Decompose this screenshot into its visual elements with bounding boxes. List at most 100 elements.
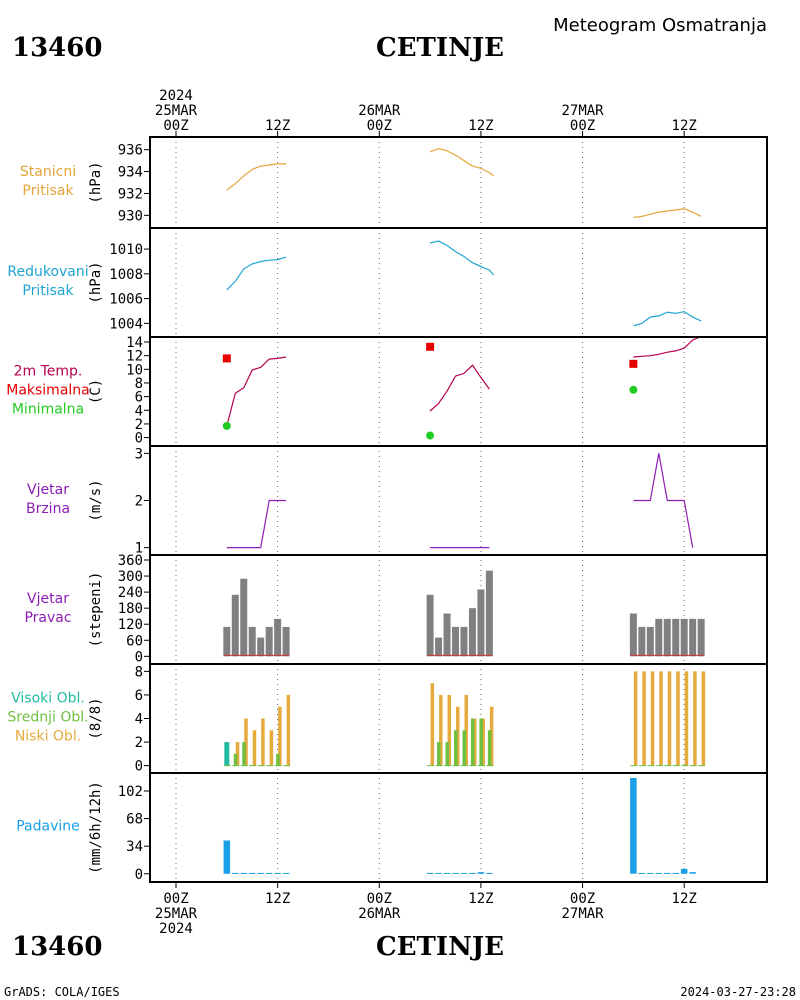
- panel-label: Minimalna: [12, 402, 84, 418]
- y-tick-label: 4: [135, 403, 143, 419]
- y-tick-label: 10: [126, 362, 143, 378]
- direction-bar: [274, 618, 282, 657]
- panel-1: 1004 1006 1008 1010 (hPa)Redukovani Pritisak: [7, 227, 768, 338]
- time-label: 12Z: [468, 118, 493, 134]
- cloud-low-bar: [464, 694, 468, 766]
- precip-bar: [232, 872, 239, 874]
- time-label: 00Z: [570, 891, 595, 907]
- panel-label: Srednji Obl.: [7, 710, 88, 726]
- cloud-mid-bar: [445, 742, 450, 766]
- y-tick-label: 180: [118, 601, 143, 617]
- time-label: 12Z: [468, 891, 493, 907]
- direction-bar: [680, 618, 688, 657]
- time-label: 00Z: [570, 118, 595, 134]
- cloud-mid-bar: [276, 753, 280, 766]
- direction-bar: [426, 594, 434, 657]
- time-label: 00Z: [163, 891, 188, 907]
- cloud-high-bar: [224, 742, 230, 766]
- series-line: [226, 163, 287, 191]
- y-tick-label: 360: [118, 553, 143, 569]
- direction-bar: [697, 618, 705, 657]
- cloud-low-bar: [701, 671, 706, 766]
- y-tick-label: 8: [135, 664, 143, 680]
- time-label: 26MAR: [358, 906, 401, 922]
- panel-frame: [149, 336, 768, 447]
- direction-bar: [689, 618, 697, 657]
- cloud-low-bar: [261, 718, 265, 766]
- cloud-low-bar: [447, 694, 452, 766]
- y-tick-label: 8: [135, 376, 143, 392]
- panel-label: Brzina: [26, 501, 70, 517]
- time-label: 12Z: [265, 891, 290, 907]
- direction-bar: [646, 626, 654, 657]
- series-line: [633, 453, 694, 548]
- y-tick-label: 0: [135, 431, 143, 447]
- y-tick-label: 34: [126, 839, 143, 855]
- footer-right: 2024-03-27-23:28: [680, 985, 796, 999]
- series-line: [429, 364, 490, 412]
- panel-label: Vjetar: [27, 591, 69, 607]
- precip-bar: [672, 872, 679, 874]
- direction-bar: [663, 618, 671, 657]
- cloud-mid-bar: [470, 718, 475, 766]
- y-tick-label: 2: [135, 735, 143, 751]
- y-tick-label: 1004: [109, 316, 143, 332]
- precip-bar: [460, 872, 468, 874]
- direction-bar: [477, 589, 485, 657]
- y-tick-label: 120: [118, 617, 143, 633]
- series-line: [633, 208, 702, 219]
- y-tick-label: 930: [118, 208, 143, 224]
- y-axis-label: (hPa): [88, 261, 104, 303]
- time-label: 00Z: [367, 118, 392, 134]
- time-label: 2024: [159, 921, 193, 937]
- time-label: 00Z: [367, 891, 392, 907]
- cloud-low-bar: [650, 671, 655, 766]
- cloud-low-bar: [489, 706, 494, 766]
- time-label: 00Z: [163, 118, 188, 134]
- cloud-low-bar: [430, 683, 435, 766]
- cloud-low-bar: [456, 706, 460, 766]
- precip-bar: [689, 872, 696, 874]
- series-line: [429, 147, 494, 177]
- time-label: 27MAR: [561, 906, 604, 922]
- panel-label: Maksimalna: [6, 383, 90, 399]
- cloud-low-bar: [481, 718, 485, 766]
- direction-bar: [655, 618, 663, 657]
- station-name-top: CETINJE: [376, 33, 504, 63]
- panel-0: 930 932 934 936 (hPa) Stanicni Pritisak: [20, 136, 768, 229]
- time-label: 25MAR: [155, 103, 198, 119]
- temp-max-marker: [629, 359, 638, 368]
- y-tick-label: 0: [135, 649, 143, 665]
- cloud-low-bar: [693, 671, 697, 766]
- y-tick-label: 300: [118, 569, 143, 585]
- y-tick-label: 0: [135, 867, 143, 883]
- precip-bar: [630, 778, 637, 874]
- direction-bar: [435, 637, 443, 657]
- precip-bar: [240, 872, 248, 874]
- precip-bar: [426, 872, 434, 874]
- panel-frame: [149, 136, 768, 229]
- cloud-low-bar: [676, 671, 680, 766]
- series-line: [226, 499, 287, 549]
- direction-bar: [452, 626, 460, 657]
- series-line: [429, 240, 495, 276]
- y-tick-label: 1: [135, 541, 143, 557]
- cloud-low-bar: [439, 694, 443, 766]
- panel-label: 2m Temp.: [14, 364, 83, 380]
- panel-label: Redukovani: [7, 264, 88, 280]
- y-axis-label: (hPa): [88, 161, 104, 203]
- precip-bar: [647, 872, 654, 874]
- panel-label: Pritisak: [22, 283, 74, 299]
- y-tick-label: 932: [118, 186, 143, 202]
- panel-3: 1 2 3 (m/s) Vjetar Brzina: [26, 445, 768, 557]
- cloud-mid-bar: [454, 730, 458, 766]
- y-axis-label: (8/8): [88, 697, 104, 739]
- temp-max-marker: [426, 342, 435, 351]
- precip-bar: [435, 872, 442, 874]
- station-id-top: 13460: [12, 33, 102, 63]
- precip-bar: [265, 872, 273, 874]
- precip-bar: [248, 872, 256, 874]
